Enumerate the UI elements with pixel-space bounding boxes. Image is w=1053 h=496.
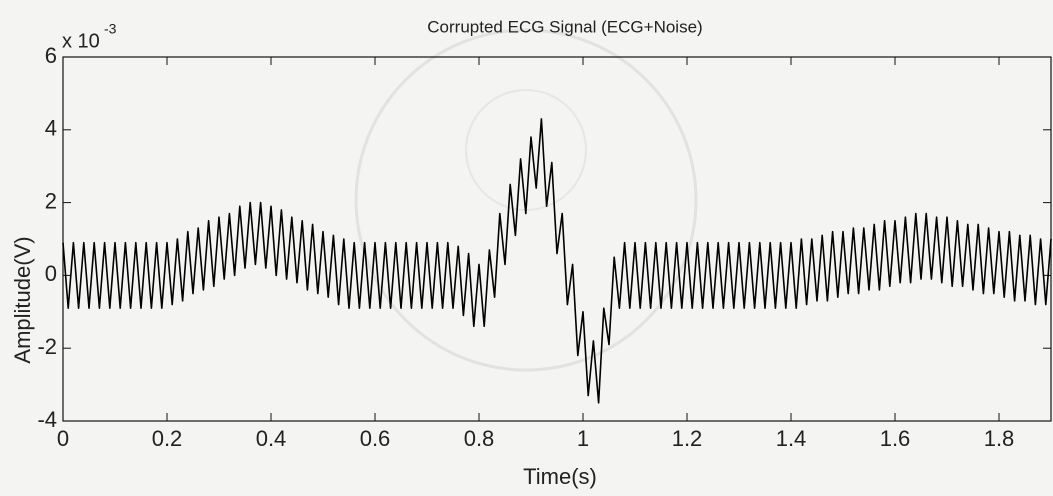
x-tick-label: 1 [577,426,589,451]
y-axis-label: Amplitude(V) [10,236,35,363]
x-tick-label: 1.4 [776,426,807,451]
x-tick-label: 0.4 [256,426,287,451]
x-tick-label: 0 [57,426,69,451]
x-tick-label: 0.6 [360,426,391,451]
y-multiplier-exponent: -3 [104,21,117,37]
x-tick-label: 0.2 [152,426,183,451]
y-tick-label: 2 [45,188,57,213]
y-tick-label: 0 [45,261,57,286]
watermark [354,28,698,372]
x-axis-label: Time(s) [523,464,597,489]
y-tick-label: 4 [45,116,57,141]
x-tick-label: 1.2 [672,426,703,451]
chart-title: Corrupted ECG Signal (ECG+Noise) [427,17,702,36]
x-tick-label: 0.8 [464,426,495,451]
x-tick-label: 1.8 [984,426,1015,451]
y-tick-label: -4 [37,407,57,432]
y-tick-label: 6 [45,43,57,68]
y-multiplier: x 10 [62,30,100,52]
y-tick-label: -2 [37,334,57,359]
x-tick-label: 1.6 [880,426,911,451]
signal-line [62,118,1052,404]
